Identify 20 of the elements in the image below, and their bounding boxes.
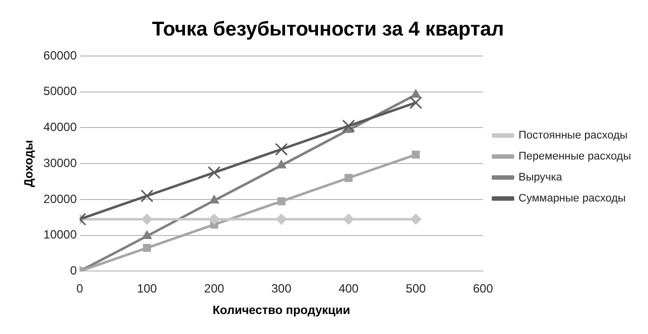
- x-tick-label: 200: [204, 282, 225, 296]
- y-tick-label: 10000: [43, 228, 78, 242]
- legend-label: Выручка: [518, 172, 564, 184]
- x-tick-label: 500: [406, 282, 426, 296]
- x-axis-title: Количество продукции: [212, 303, 350, 318]
- x-tick-label: 600: [472, 282, 494, 296]
- y-tick-label: 30000: [43, 156, 78, 170]
- chart-title: Точка безубыточности за 4 квартал: [152, 18, 504, 41]
- y-tick-label: 20000: [43, 192, 78, 206]
- legend-label: Постоянные расходы: [518, 130, 628, 142]
- x-tick-label: 300: [271, 282, 292, 296]
- y-tick-label: 50000: [43, 84, 78, 98]
- x-tick-label: 100: [136, 282, 158, 296]
- y-tick-label: 60000: [43, 48, 78, 62]
- x-tick-label: 400: [338, 282, 359, 296]
- legend-label: Суммарные расходы: [518, 192, 626, 205]
- y-axis-title: Доходы: [22, 140, 36, 188]
- y-tick-label: 40000: [43, 120, 78, 134]
- legend-label: Переменные расходы: [518, 150, 632, 163]
- y-tick-label: 0: [70, 264, 78, 278]
